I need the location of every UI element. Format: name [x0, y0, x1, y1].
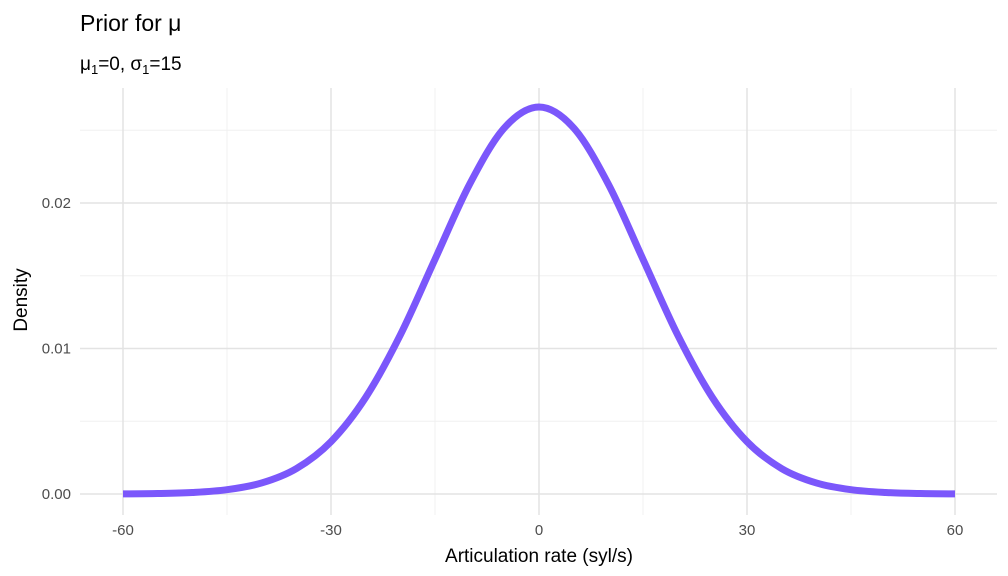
x-axis-tick-labels: -60 -30 0 30 60: [112, 522, 963, 539]
major-gridlines: [80, 88, 997, 515]
subtitle-mu-symbol: μ: [80, 54, 91, 75]
chart-title: Prior for μ: [80, 10, 181, 36]
y-tick-label: 0.01: [42, 341, 71, 358]
subtitle-mu-value: =0,: [98, 54, 130, 75]
chart-subtitle: μ1=0, σ1=15: [80, 54, 182, 77]
x-tick-label: -60: [112, 522, 134, 539]
subtitle-sigma-value: =15: [149, 54, 181, 75]
x-tick-label: 60: [947, 522, 964, 539]
y-axis-tick-labels: 0.00 0.01 0.02: [42, 195, 71, 503]
x-axis-title: Articulation rate (syl/s): [445, 546, 633, 567]
y-tick-label: 0.02: [42, 195, 71, 212]
subtitle-sigma-symbol: σ: [130, 54, 142, 75]
y-tick-label: 0.00: [42, 486, 71, 503]
y-axis-title: Density: [11, 268, 32, 332]
density-curve: [122, 103, 956, 498]
x-tick-label: 0: [535, 522, 543, 539]
subtitle-sigma-subscript: 1: [142, 62, 149, 77]
subtitle-mu-subscript: 1: [91, 62, 98, 77]
x-tick-label: 30: [739, 522, 756, 539]
x-tick-label: -30: [320, 522, 342, 539]
series-layer: [122, 103, 956, 498]
